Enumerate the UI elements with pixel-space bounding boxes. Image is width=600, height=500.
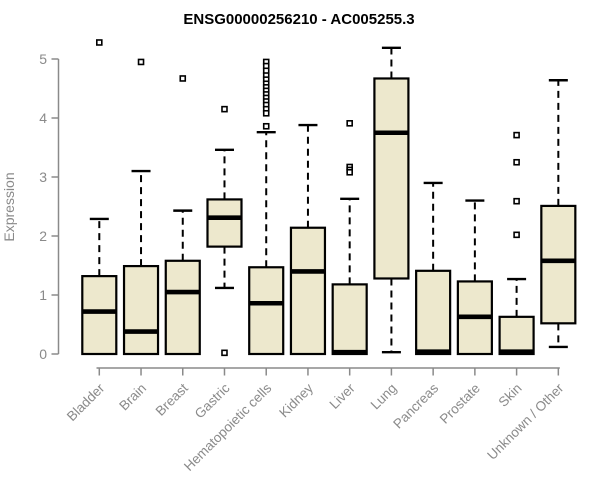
outlier-point <box>262 122 270 130</box>
outlier-point <box>346 168 353 176</box>
y-tick-label-2: 2 <box>39 228 47 244</box>
boxplot-unknown-other <box>540 79 577 349</box>
x-tick-label-lung: Lung <box>368 381 400 413</box>
boxplot-pancreas <box>415 181 452 356</box>
boxplot-skin <box>498 131 535 356</box>
iqr-box <box>206 198 243 248</box>
outlier-point <box>513 158 520 166</box>
outlier-point <box>513 231 520 239</box>
boxplot-gastric <box>206 105 243 357</box>
outlier-point <box>179 75 187 82</box>
outlier-point <box>96 39 103 46</box>
x-tick-label-skin: Skin <box>496 381 525 410</box>
x-tick-label-brain: Brain <box>116 381 149 414</box>
x-tick-label-kidney: Kidney <box>276 380 316 420</box>
x-tick-label-unknown-other: Unknown / Other <box>484 380 567 463</box>
iqr-box <box>248 266 285 356</box>
iqr-box <box>331 283 368 356</box>
y-tick-label-4: 4 <box>39 110 47 126</box>
outlier-point <box>513 131 520 139</box>
boxplot-bladder <box>81 39 118 356</box>
outlier-point <box>262 109 270 117</box>
box-layer <box>81 39 577 357</box>
outlier-point <box>346 120 353 127</box>
y-tick-label-5: 5 <box>39 51 47 67</box>
boxplot-prostate <box>456 199 493 356</box>
iqr-box <box>289 226 327 356</box>
y-tick-label-1: 1 <box>39 287 47 303</box>
y-tick-label-3: 3 <box>39 169 47 185</box>
iqr-box <box>122 264 160 356</box>
outlier-point <box>513 197 520 205</box>
boxplot-breast <box>164 75 201 356</box>
boxplot-liver <box>331 120 368 356</box>
iqr-box <box>164 259 201 356</box>
boxplot-brain <box>122 58 160 356</box>
iqr-box <box>81 275 118 356</box>
chart-title: ENSG00000256210 - AC005255.3 <box>183 11 414 28</box>
x-tick-label-liver: Liver <box>327 380 359 412</box>
boxplot-lung <box>373 46 410 354</box>
x-tick-label-prostate: Prostate <box>437 381 483 427</box>
x-tick-label-gastric: Gastric <box>192 380 233 421</box>
outlier-point <box>221 349 228 357</box>
iqr-box <box>540 204 577 325</box>
x-tick-label-bladder: Bladder <box>64 380 108 424</box>
y-axis-title: Expression <box>1 172 17 241</box>
boxplot-kidney <box>289 123 327 356</box>
iqr-box <box>498 315 535 356</box>
outlier-point <box>221 105 228 113</box>
iqr-box <box>373 77 410 280</box>
x-tick-label-pancreas: Pancreas <box>390 380 441 431</box>
y-tick-label-0: 0 <box>39 346 47 362</box>
outlier-point <box>137 58 145 66</box>
x-tick-label-breast: Breast <box>153 380 191 418</box>
boxplot-hematopoietic-cells <box>248 58 285 356</box>
iqr-box <box>415 269 452 356</box>
